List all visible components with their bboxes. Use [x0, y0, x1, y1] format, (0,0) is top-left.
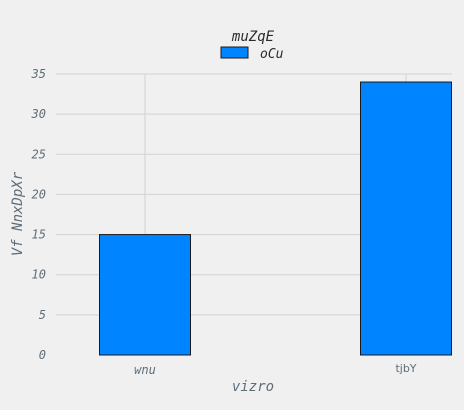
- legend-swatch-oCu: [220, 46, 249, 59]
- y-tick-label-0: 0: [39, 348, 46, 362]
- x-tick-labels: wnu tjbY: [134, 362, 417, 377]
- y-tick-label-20: 20: [32, 187, 46, 201]
- bar-tjbY: [360, 81, 452, 356]
- x-axis-label: vizro: [232, 379, 274, 395]
- bar-wnu: [99, 234, 191, 356]
- x-tick-label-tjbY: tjbY: [395, 362, 416, 375]
- y-tick-label-25: 25: [32, 147, 46, 161]
- legend: muZqE oCu: [220, 29, 284, 62]
- legend-label-oCu: oCu: [260, 47, 284, 62]
- y-tick-label-5: 5: [39, 308, 46, 322]
- y-axis-label: Vf NnxDpXr: [10, 171, 26, 256]
- y-tick-label-15: 15: [32, 228, 46, 242]
- y-tick-label-10: 10: [32, 268, 46, 282]
- y-tick-label-30: 30: [31, 107, 46, 121]
- x-tick-label-wnu: wnu: [134, 363, 156, 377]
- legend-title: muZqE: [231, 29, 275, 45]
- y-tick-labels: 0 5 10 15 20 25 30 35: [31, 67, 46, 362]
- bars: [99, 81, 452, 356]
- y-tick-label-35: 35: [31, 67, 46, 81]
